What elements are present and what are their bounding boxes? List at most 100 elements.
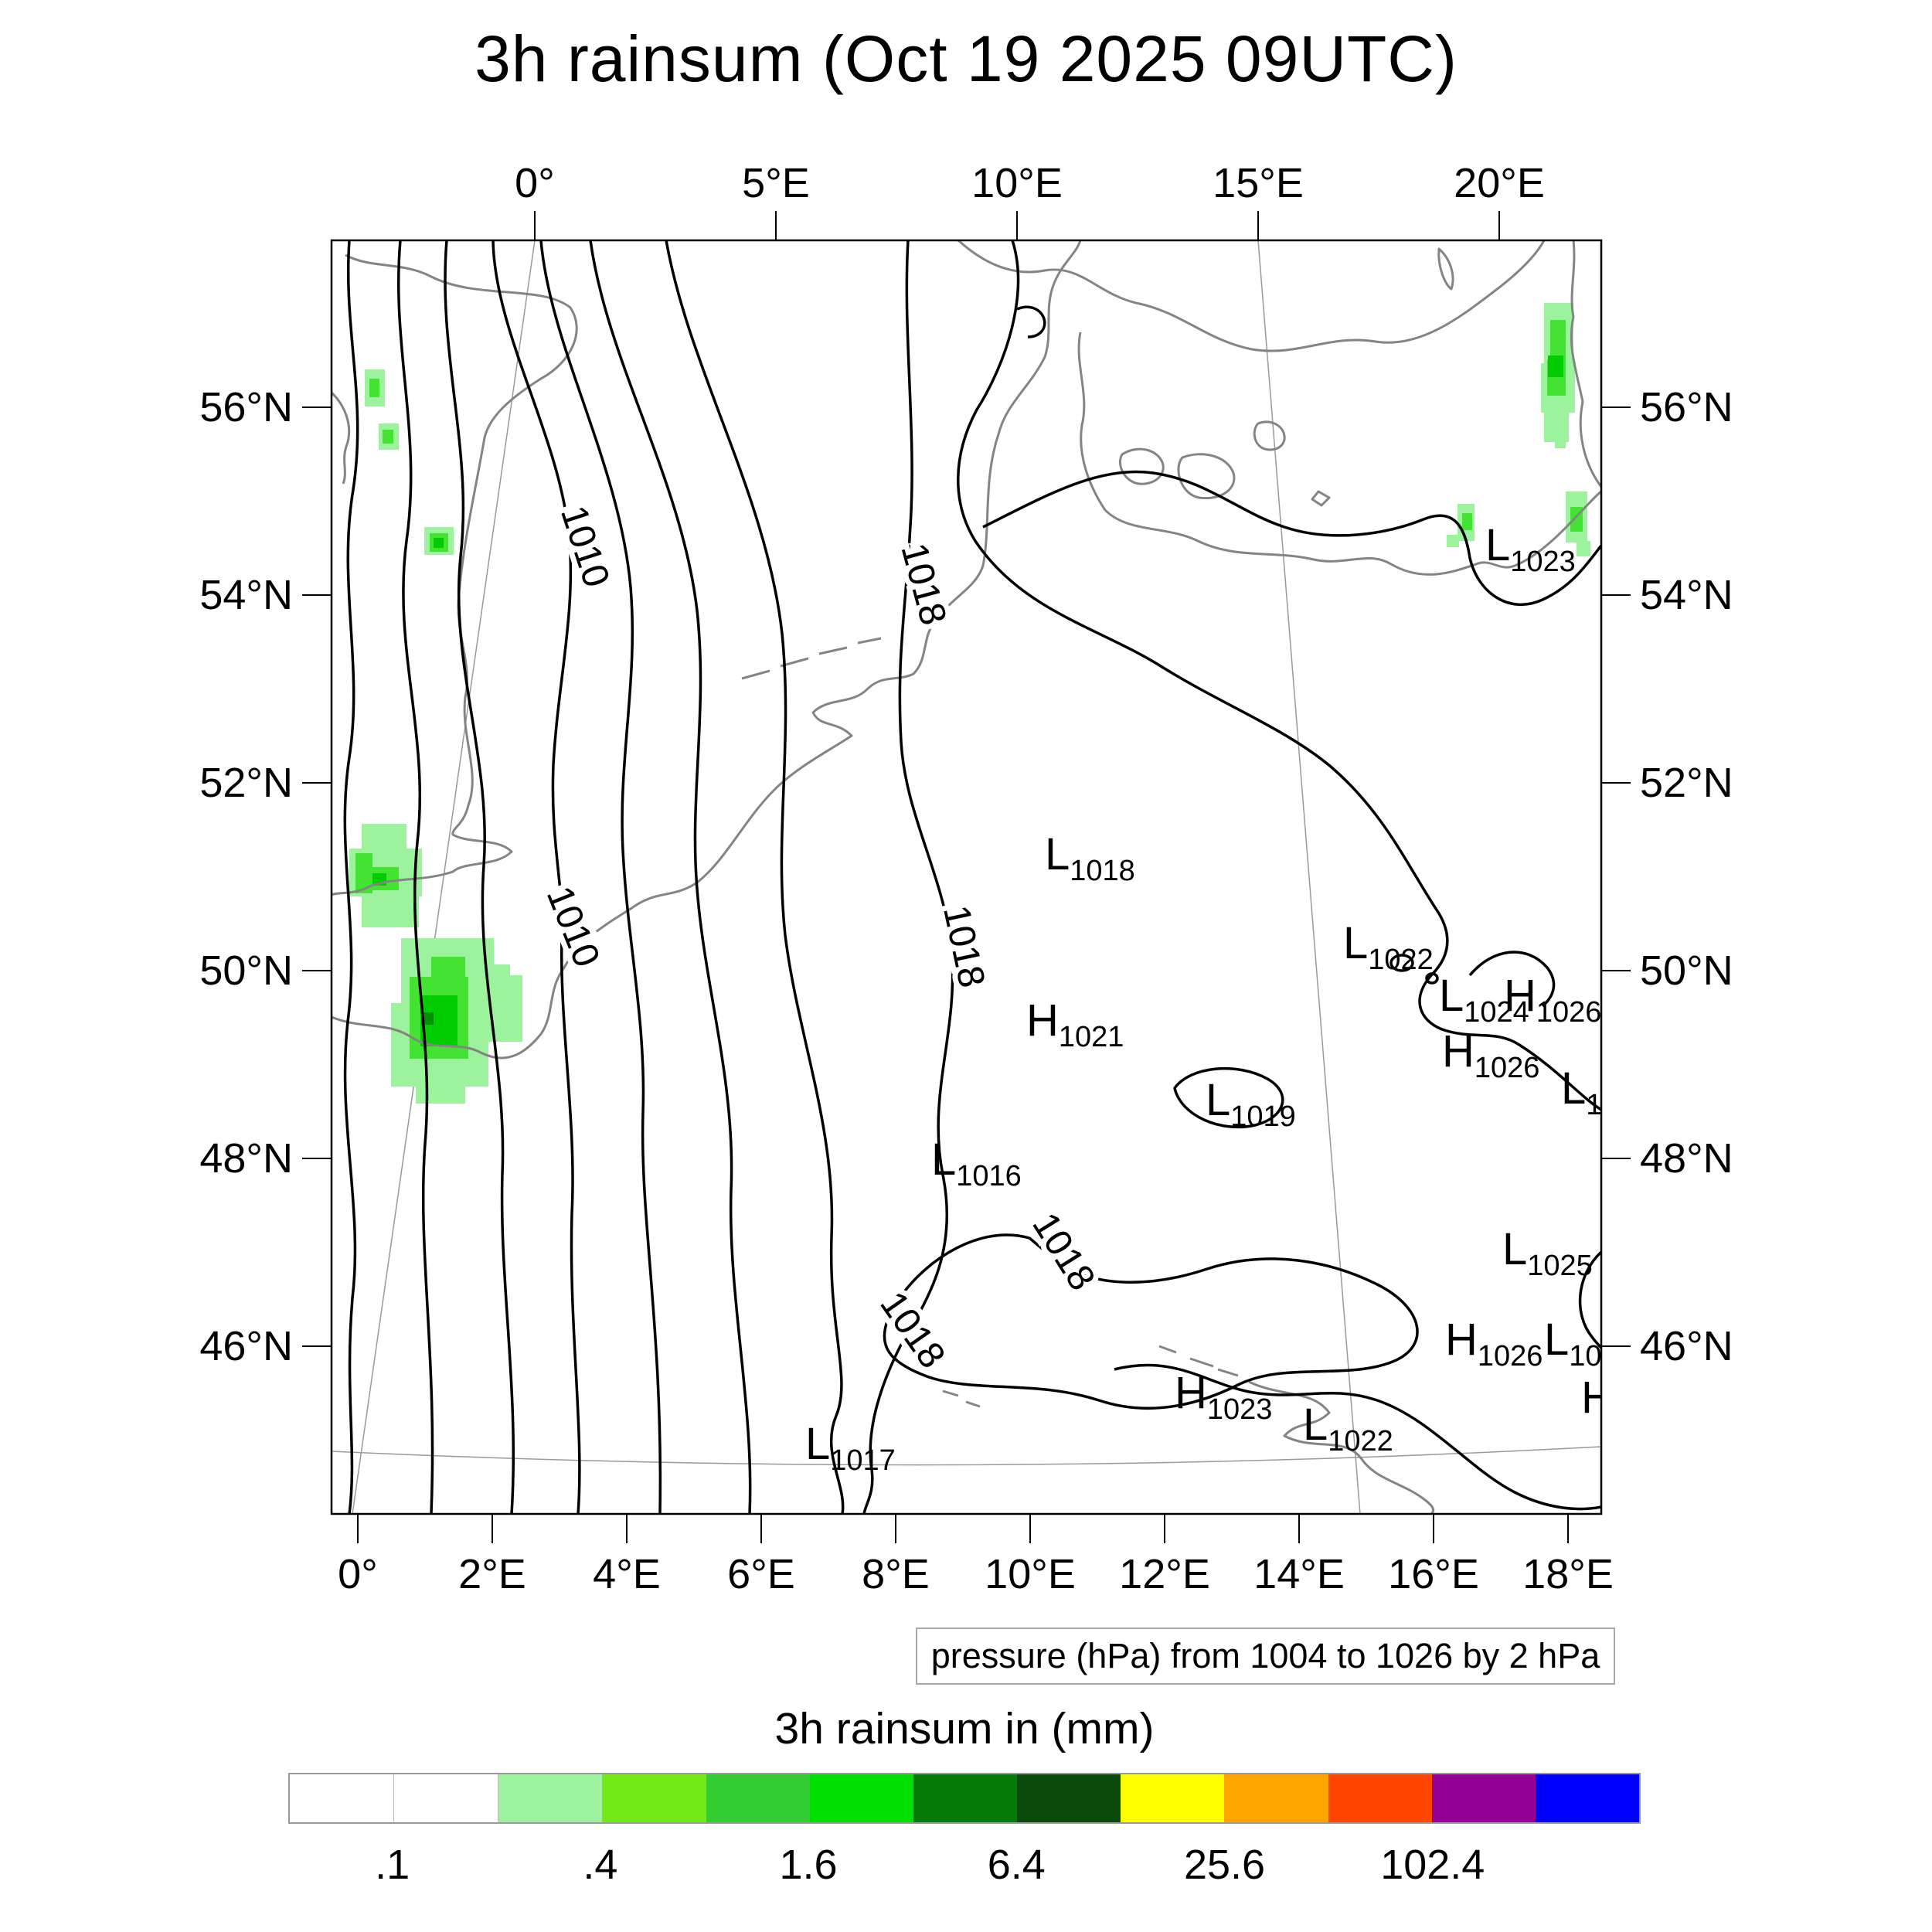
contour-label: 1018 bbox=[1024, 1206, 1103, 1298]
map-frame bbox=[330, 239, 1603, 1515]
rain-cell bbox=[1462, 513, 1472, 530]
rain-cell bbox=[416, 1073, 465, 1104]
graticule-line bbox=[352, 240, 536, 1514]
rain-cell bbox=[1550, 320, 1566, 363]
pressure-marker: L102 bbox=[1544, 1315, 1618, 1372]
colorbar-cell bbox=[913, 1774, 1018, 1822]
coastline bbox=[1077, 332, 1601, 576]
pressure-marker: L1022 bbox=[1343, 918, 1434, 976]
rain-cell bbox=[383, 430, 393, 444]
pressure-contour bbox=[1016, 305, 1046, 338]
rain-cell bbox=[369, 379, 379, 397]
contour-label: 1010 bbox=[539, 881, 607, 973]
lat-tick-label: 50°N bbox=[1640, 947, 1733, 994]
coastline bbox=[1158, 1345, 1177, 1354]
coastline bbox=[1437, 247, 1454, 291]
lat-tick-label: 54°N bbox=[199, 572, 293, 618]
coastline bbox=[1217, 1368, 1239, 1377]
colorbar-tick-label: 25.6 bbox=[1183, 1842, 1266, 1888]
lon-tick-label: 5°E bbox=[742, 160, 810, 206]
coastline bbox=[818, 646, 848, 655]
graticule-line bbox=[1257, 240, 1361, 1514]
colorbar-title: 3h rainsum in (mm) bbox=[774, 1704, 1155, 1753]
pressure-marker: H1026 bbox=[1445, 1315, 1543, 1372]
lat-tick-label: 46°N bbox=[199, 1323, 293, 1369]
pressure-contour bbox=[444, 240, 515, 1514]
coastline bbox=[957, 240, 1546, 352]
colorbar-cell bbox=[706, 1774, 810, 1822]
pressure-contour bbox=[862, 240, 954, 1514]
lat-tick-label: 56°N bbox=[199, 384, 293, 430]
rain-cell bbox=[1548, 355, 1563, 377]
pressure-contour bbox=[1425, 972, 1439, 985]
lat-tick-label: 56°N bbox=[1640, 384, 1733, 430]
colorbar-cell bbox=[809, 1774, 913, 1822]
lon-tick-label: 16°E bbox=[1388, 1551, 1479, 1597]
lat-tick-label: 54°N bbox=[1640, 572, 1733, 618]
pressure-contour bbox=[982, 470, 1601, 606]
pressure-marker: L102 bbox=[1561, 1063, 1635, 1121]
coastline bbox=[965, 1400, 981, 1408]
pressure-contour bbox=[396, 240, 434, 1514]
lon-tick-label: 10°E bbox=[985, 1551, 1076, 1597]
pressure-contour bbox=[492, 240, 581, 1514]
pressure-contour bbox=[957, 240, 1601, 1111]
pressure-range-caption: pressure (hPa) from 1004 to 1026 by 2 hP… bbox=[916, 1628, 1615, 1685]
pressure-contour bbox=[1389, 954, 1414, 972]
pressure-marker: H1023 bbox=[1175, 1368, 1272, 1426]
colorbar-tick-label: 1.6 bbox=[779, 1842, 838, 1888]
contour-label: 1018 bbox=[893, 539, 954, 630]
coastline bbox=[332, 391, 351, 485]
lon-tick-label: 18°E bbox=[1522, 1551, 1614, 1597]
pressure-marker: L1024 bbox=[1439, 971, 1529, 1029]
colorbar-cell bbox=[1121, 1774, 1225, 1822]
rain-cell bbox=[1577, 541, 1590, 556]
colorbar-tick-label: .1 bbox=[375, 1842, 410, 1888]
colorbar-cell bbox=[1224, 1774, 1328, 1822]
lon-tick-label: 12°E bbox=[1119, 1551, 1210, 1597]
lon-tick-label: 0° bbox=[515, 160, 555, 206]
colorbar-cell bbox=[602, 1774, 706, 1822]
colorbar-cell bbox=[1328, 1774, 1432, 1822]
coastline bbox=[942, 1389, 959, 1397]
pressure-marker: H1026 bbox=[1442, 1026, 1539, 1084]
rain-cell bbox=[434, 538, 444, 548]
colorbar-cell bbox=[1017, 1774, 1121, 1822]
pressure-marker: H1021 bbox=[1026, 995, 1124, 1053]
colorbar-cell bbox=[498, 1774, 603, 1822]
colorbar-cell bbox=[394, 1774, 499, 1822]
pressure-marker: H bbox=[1581, 1372, 1614, 1423]
lat-tick-label: 50°N bbox=[199, 947, 293, 994]
coastline bbox=[1189, 1357, 1214, 1368]
coastline bbox=[1248, 1380, 1435, 1514]
lon-tick-label: 0° bbox=[338, 1551, 378, 1597]
pressure-contour bbox=[1468, 951, 1556, 1008]
colorbar-tick-label: 6.4 bbox=[987, 1842, 1046, 1888]
rain-cell bbox=[1447, 535, 1459, 547]
pressure-marker: L1019 bbox=[1206, 1075, 1296, 1133]
coastline bbox=[857, 637, 882, 645]
lon-tick-label: 4°E bbox=[593, 1551, 661, 1597]
pressure-marker: L1025 bbox=[1502, 1224, 1593, 1282]
coastline bbox=[741, 669, 770, 680]
contour-label: 1018 bbox=[935, 902, 992, 991]
pressure-contour bbox=[539, 240, 662, 1514]
lat-tick-label: 52°N bbox=[1640, 760, 1733, 806]
colorbar-tick-label: .4 bbox=[583, 1842, 618, 1888]
lon-tick-label: 20°E bbox=[1454, 160, 1545, 206]
lon-tick-label: 6°E bbox=[727, 1551, 795, 1597]
rain-cell bbox=[1555, 430, 1566, 448]
lat-tick-label: 48°N bbox=[199, 1135, 293, 1182]
pressure-contour bbox=[665, 240, 845, 1514]
pressure-contour bbox=[343, 240, 359, 1514]
rainsum-colorbar bbox=[288, 1773, 1641, 1824]
coastline bbox=[1253, 420, 1286, 451]
lon-tick-label: 2°E bbox=[458, 1551, 526, 1597]
pressure-marker: L1018 bbox=[1045, 829, 1135, 887]
page-title: 3h rainsum (Oct 19 2025 09UTC) bbox=[474, 22, 1458, 95]
lon-tick-label: 10°E bbox=[971, 160, 1063, 206]
pressure-contour bbox=[1173, 1066, 1284, 1129]
pressure-contour bbox=[589, 240, 752, 1514]
